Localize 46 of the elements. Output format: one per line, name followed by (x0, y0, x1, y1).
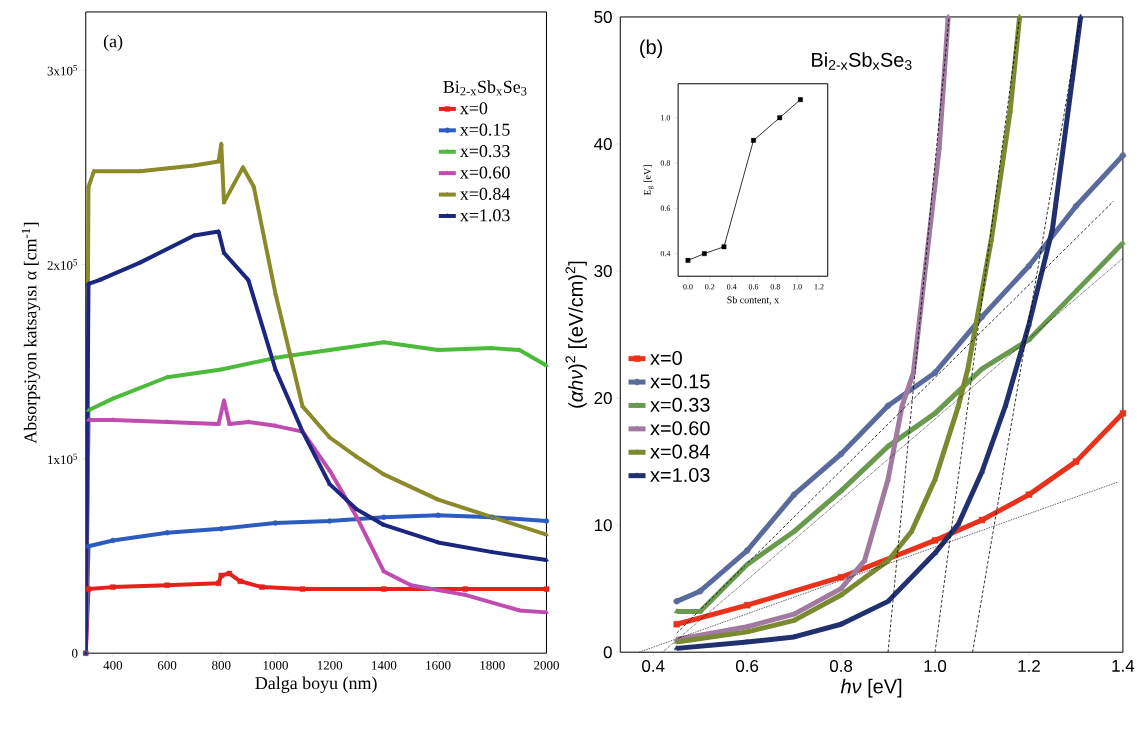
x-tick-label: 400 (103, 661, 123, 670)
x-tick-label: 1000 (263, 661, 288, 670)
y-tick-label: 10 (594, 519, 612, 532)
x-tick-label: 1.4 (1112, 660, 1135, 672)
legend-label: x=0 (459, 102, 488, 115)
y-tick-label: 3x10$^{5}$ (47, 65, 78, 76)
legend-label: x=0.84 (650, 444, 710, 459)
y-axis-title: E$_{g}$ [eV] (643, 165, 654, 196)
y-axis-title: (αhν)$^{2}$ [(eV/cm)$^{2}$] (565, 261, 587, 408)
legend-label: x=0 (650, 351, 682, 366)
legend-label: x=1.03 (459, 209, 510, 222)
y-tick-label: 2x10$^{5}$ (47, 259, 78, 270)
y-tick-label: 50 (594, 10, 612, 24)
x-tick-label: 1600 (426, 661, 451, 670)
annotation: Bi$_{2-x}$Sb$_{x}$Se$_{3}$ (812, 52, 912, 70)
legend-label: x=0.84 (459, 187, 511, 201)
x-tick-label: 1200 (317, 661, 343, 670)
y-tick-label: 0 (603, 646, 612, 659)
legend-label: x=0.60 (459, 166, 510, 179)
x-axis-title: Dalga boyu (nm) (255, 676, 377, 693)
x-tick-label: 2000 (534, 661, 559, 670)
legend-label: x=0.15 (459, 123, 510, 136)
legend-label: x=0.33 (650, 397, 710, 412)
x-tick-label: 600 (157, 661, 177, 670)
x-tick-label: 0.6 (735, 660, 759, 673)
legend-label: x=0.60 (650, 421, 710, 436)
x-tick-label: 1400 (372, 661, 397, 670)
x-tick-label: 0.8 (829, 660, 853, 673)
legend-title: Bi$_{2-x}$Sb$_{x}$Se$_{3}$ (443, 80, 527, 96)
legend-label: x=0.15 (650, 374, 710, 389)
x-axis-title: hν [eV] (840, 678, 902, 698)
x-tick-label: 1.2 (1018, 660, 1040, 672)
y-tick-label: 40 (594, 138, 612, 151)
annotation: (b) (640, 39, 663, 59)
annotation: (a) (103, 34, 123, 52)
x-axis-title: Sb content, x (727, 296, 779, 305)
x-tick-label: 1.0 (924, 660, 947, 673)
x-tick-label: 800 (212, 661, 231, 670)
y-tick-label: 0 (72, 648, 78, 658)
legend-label: x=1.03 (650, 468, 710, 483)
y-axis-title: Absorpsiyon katsayısı α [cm$^{-1}$] (21, 222, 41, 444)
legend-label: x=0.33 (459, 145, 510, 158)
y-tick-label: 30 (594, 265, 612, 278)
y-tick-label: 1x10$^{5}$ (48, 453, 78, 465)
x-tick-label: 1800 (480, 661, 505, 670)
y-tick-label: 20 (594, 392, 612, 405)
